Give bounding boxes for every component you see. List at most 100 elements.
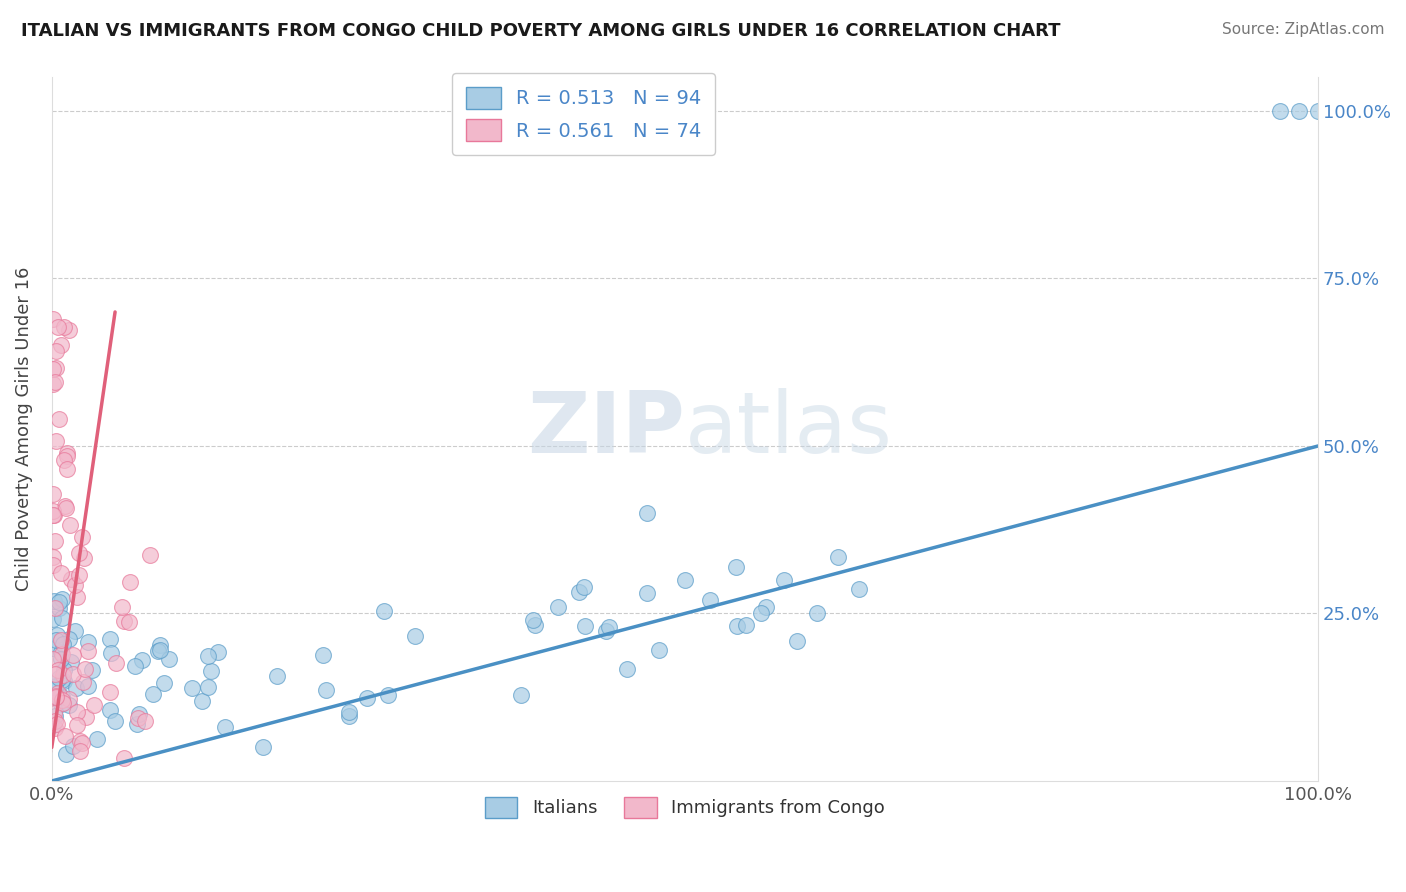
Point <box>62 648 84 662</box>
Point <box>52 663 75 677</box>
Point <box>63 578 86 592</box>
Point <box>42 681 65 695</box>
Point <box>42 593 65 607</box>
Point <box>56 449 79 463</box>
Point <box>44 601 66 615</box>
Point <box>755 599 778 614</box>
Point <box>42 376 65 391</box>
Point <box>45 717 67 731</box>
Point <box>53 499 76 513</box>
Point <box>51 692 73 706</box>
Point <box>42 641 65 656</box>
Point <box>51 592 73 607</box>
Point <box>252 740 274 755</box>
Point <box>49 697 72 711</box>
Point <box>46 686 69 700</box>
Point <box>44 666 66 681</box>
Point <box>49 645 72 659</box>
Point <box>786 634 808 648</box>
Point <box>848 582 870 597</box>
Point <box>73 662 96 676</box>
Point <box>598 620 620 634</box>
Point <box>118 615 141 629</box>
Point <box>65 681 87 695</box>
Point <box>42 311 65 326</box>
Point <box>42 652 65 666</box>
Point <box>58 632 80 646</box>
Point <box>66 705 89 719</box>
Point <box>568 585 591 599</box>
Point <box>197 680 219 694</box>
Point <box>104 714 127 728</box>
Point <box>42 508 65 523</box>
Point <box>48 595 70 609</box>
Point <box>53 319 76 334</box>
Point <box>510 688 533 702</box>
Point <box>149 643 172 657</box>
Point <box>312 648 335 663</box>
Point <box>58 323 80 337</box>
Point <box>62 739 84 753</box>
Point <box>45 633 67 648</box>
Point <box>523 618 546 632</box>
Point <box>66 718 89 732</box>
Point <box>63 624 86 638</box>
Point <box>62 667 84 681</box>
Point <box>127 711 149 725</box>
Point <box>77 679 100 693</box>
Point <box>44 709 66 723</box>
Point <box>616 662 638 676</box>
Point <box>266 668 288 682</box>
Point <box>773 573 796 587</box>
Point <box>724 559 747 574</box>
Text: ITALIAN VS IMMIGRANTS FROM CONGO CHILD POVERTY AMONG GIRLS UNDER 16 CORRELATION : ITALIAN VS IMMIGRANTS FROM CONGO CHILD P… <box>21 22 1060 40</box>
Point <box>373 604 395 618</box>
Point <box>152 675 174 690</box>
Point <box>49 632 72 647</box>
Point <box>1288 103 1310 118</box>
Point <box>45 628 67 642</box>
Point <box>86 732 108 747</box>
Point <box>120 575 142 590</box>
Point <box>48 412 70 426</box>
Point <box>45 690 67 704</box>
Point <box>200 664 222 678</box>
Point <box>83 698 105 712</box>
Point <box>522 613 544 627</box>
Point <box>66 590 89 604</box>
Text: Source: ZipAtlas.com: Source: ZipAtlas.com <box>1222 22 1385 37</box>
Point <box>673 573 696 587</box>
Point <box>52 696 75 710</box>
Point <box>112 614 135 628</box>
Point <box>725 618 748 632</box>
Point <box>699 593 721 607</box>
Point <box>574 619 596 633</box>
Point <box>59 518 82 533</box>
Point <box>100 646 122 660</box>
Legend: Italians, Immigrants from Congo: Italians, Immigrants from Congo <box>478 789 893 825</box>
Point <box>356 690 378 705</box>
Point <box>73 551 96 566</box>
Point <box>45 343 67 358</box>
Point <box>157 652 180 666</box>
Point <box>44 508 66 522</box>
Point <box>191 694 214 708</box>
Point <box>48 664 70 678</box>
Point <box>58 692 80 706</box>
Text: ZIP: ZIP <box>527 388 685 471</box>
Point <box>142 687 165 701</box>
Point <box>749 607 772 621</box>
Point <box>827 550 849 565</box>
Point <box>55 500 77 515</box>
Point <box>53 730 76 744</box>
Point <box>42 362 65 376</box>
Point <box>45 434 67 449</box>
Point <box>42 612 65 626</box>
Point <box>735 618 758 632</box>
Point <box>128 706 150 721</box>
Point <box>125 716 148 731</box>
Point <box>214 720 236 734</box>
Point <box>60 655 83 669</box>
Point <box>67 546 90 560</box>
Point <box>377 688 399 702</box>
